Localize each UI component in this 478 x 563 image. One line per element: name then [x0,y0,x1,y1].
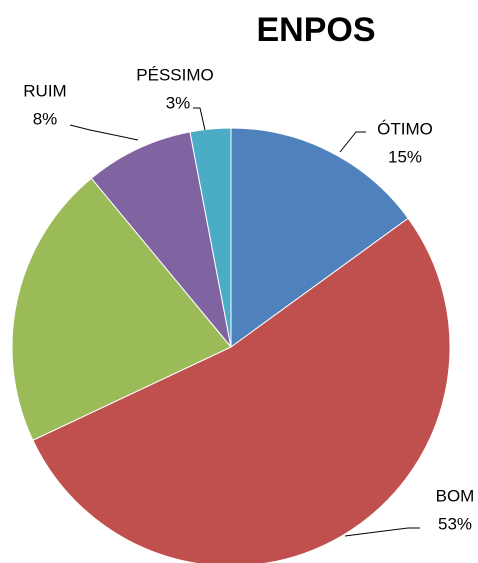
leader-line [339,131,366,153]
slice-value-label: 8% [33,109,58,128]
slice-value-label: 53% [438,514,472,533]
slice-label: ÓTIMO [377,119,433,138]
slice-value-label: 3% [166,93,191,112]
slice-value-label: 15% [388,147,422,166]
slice-label: RUIM [23,81,66,100]
leader-line [193,107,206,131]
pie-slice [32,217,451,563]
leader-line [69,124,139,141]
chart-title: ENPOS [256,11,375,49]
leader-line [344,527,420,537]
pie-slice [90,131,232,348]
pie-slice [230,127,409,348]
pie-slice [189,127,232,348]
slice-label: BOM [436,486,475,505]
slice-label: PÉSSIMO [136,65,213,84]
pie-slice [11,177,232,441]
